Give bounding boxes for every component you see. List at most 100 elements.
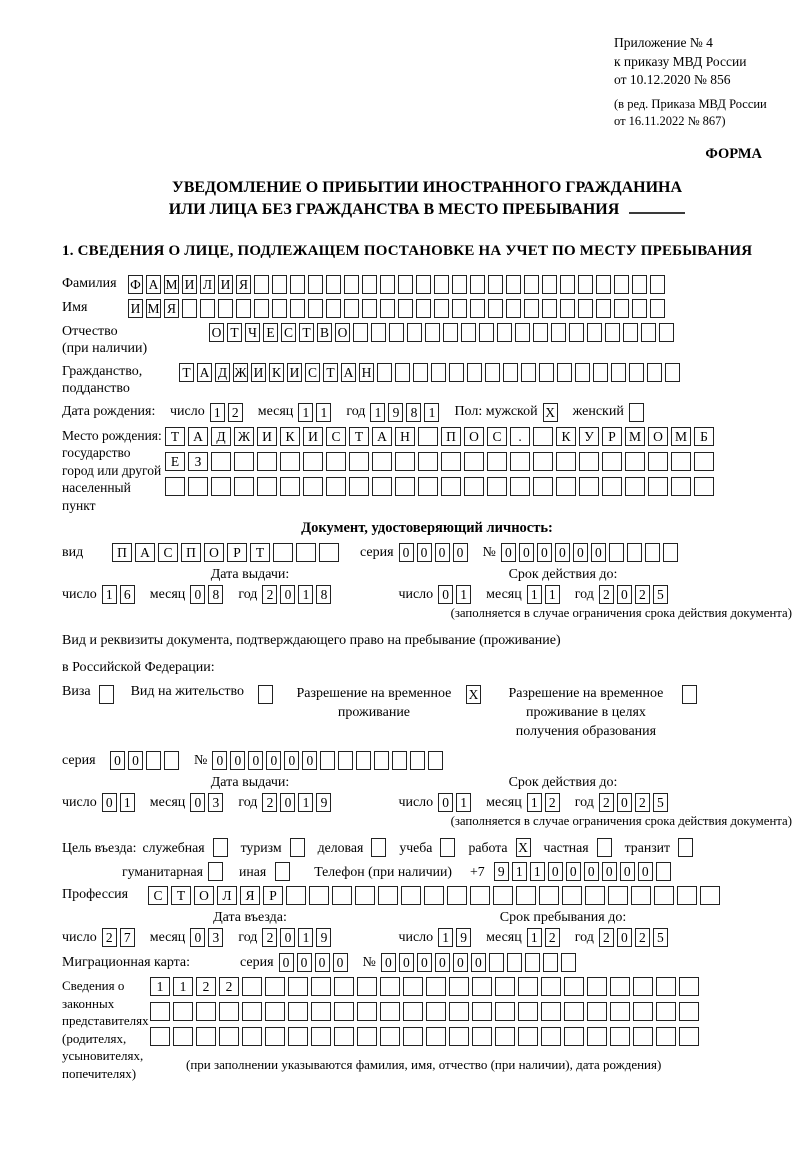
char-cell[interactable] bbox=[564, 1027, 584, 1046]
char-cell[interactable] bbox=[428, 751, 444, 770]
char-cell[interactable] bbox=[488, 953, 504, 972]
char-cell[interactable] bbox=[362, 274, 377, 294]
char-cell[interactable]: М bbox=[164, 274, 179, 294]
char-cell[interactable] bbox=[265, 1027, 285, 1046]
char-cell[interactable] bbox=[495, 1027, 515, 1046]
char-cell[interactable] bbox=[587, 1002, 607, 1021]
char-cell[interactable] bbox=[150, 1002, 170, 1021]
char-cell[interactable] bbox=[650, 298, 665, 318]
char-cell[interactable] bbox=[700, 886, 720, 905]
char-cell[interactable]: 8 bbox=[208, 585, 224, 604]
char-cell[interactable]: 0 bbox=[416, 543, 432, 562]
char-cell[interactable]: 1 bbox=[370, 402, 386, 422]
char-cell[interactable] bbox=[308, 298, 323, 318]
char-cell[interactable]: Т bbox=[349, 426, 369, 446]
char-cell[interactable] bbox=[377, 362, 392, 382]
char-cell[interactable]: 2 bbox=[262, 793, 278, 812]
char-cell[interactable] bbox=[470, 886, 490, 905]
char-cell[interactable]: М bbox=[625, 426, 645, 446]
char-cell[interactable] bbox=[503, 362, 518, 382]
char-cell[interactable]: 0 bbox=[452, 543, 468, 562]
char-cell[interactable] bbox=[418, 476, 438, 496]
char-cell[interactable]: О bbox=[204, 543, 224, 562]
char-cell[interactable] bbox=[479, 322, 494, 342]
char-cell[interactable]: 0 bbox=[590, 543, 606, 562]
char-cell[interactable] bbox=[449, 1027, 469, 1046]
char-cell[interactable]: Ч bbox=[245, 322, 260, 342]
char-cell[interactable]: 0 bbox=[284, 751, 300, 770]
char-cell[interactable]: С bbox=[487, 426, 507, 446]
char-cell[interactable] bbox=[447, 886, 467, 905]
char-cell[interactable] bbox=[389, 322, 404, 342]
char-cell[interactable]: И bbox=[128, 298, 143, 318]
char-cell[interactable]: Т bbox=[323, 362, 338, 382]
char-cell[interactable] bbox=[211, 476, 231, 496]
char-cell[interactable] bbox=[371, 838, 387, 857]
char-cell[interactable] bbox=[344, 274, 359, 294]
char-cell[interactable]: 0 bbox=[601, 862, 617, 881]
char-cell[interactable] bbox=[551, 322, 566, 342]
char-cell[interactable]: И bbox=[251, 362, 266, 382]
char-cell[interactable]: Т bbox=[299, 322, 314, 342]
char-cell[interactable] bbox=[516, 886, 536, 905]
char-cell[interactable]: О bbox=[464, 426, 484, 446]
char-cell[interactable] bbox=[355, 886, 375, 905]
char-cell[interactable]: 1 bbox=[173, 977, 193, 996]
char-cell[interactable] bbox=[541, 1027, 561, 1046]
char-cell[interactable] bbox=[395, 476, 415, 496]
char-cell[interactable]: 2 bbox=[262, 928, 278, 947]
char-cell[interactable] bbox=[362, 298, 377, 318]
char-cell[interactable]: И bbox=[218, 274, 233, 294]
char-cell[interactable] bbox=[533, 322, 548, 342]
char-cell[interactable]: 2 bbox=[544, 928, 560, 947]
char-cell[interactable]: Т bbox=[171, 886, 191, 905]
char-cell[interactable] bbox=[515, 322, 530, 342]
char-cell[interactable]: 9 bbox=[388, 402, 404, 422]
char-cell[interactable]: 9 bbox=[316, 928, 332, 947]
char-cell[interactable] bbox=[443, 322, 458, 342]
char-cell[interactable]: 0 bbox=[280, 793, 296, 812]
char-cell[interactable] bbox=[644, 543, 660, 562]
char-cell[interactable]: 0 bbox=[302, 751, 318, 770]
char-cell[interactable] bbox=[234, 451, 254, 471]
char-cell[interactable] bbox=[212, 838, 228, 857]
char-cell[interactable]: 1 bbox=[456, 585, 472, 604]
char-cell[interactable]: X bbox=[465, 685, 481, 704]
char-cell[interactable]: Т bbox=[227, 322, 242, 342]
char-cell[interactable] bbox=[242, 977, 262, 996]
char-cell[interactable] bbox=[633, 1002, 653, 1021]
char-cell[interactable]: И bbox=[182, 274, 197, 294]
char-cell[interactable] bbox=[506, 274, 521, 294]
char-cell[interactable] bbox=[495, 1002, 515, 1021]
char-cell[interactable] bbox=[372, 476, 392, 496]
char-cell[interactable]: 0 bbox=[280, 928, 296, 947]
char-cell[interactable] bbox=[164, 751, 179, 770]
char-cell[interactable] bbox=[326, 298, 341, 318]
char-cell[interactable] bbox=[560, 274, 575, 294]
char-cell[interactable] bbox=[569, 322, 584, 342]
char-cell[interactable] bbox=[470, 298, 485, 318]
char-cell[interactable] bbox=[495, 977, 515, 996]
char-cell[interactable] bbox=[372, 451, 392, 471]
char-cell[interactable] bbox=[633, 1027, 653, 1046]
char-cell[interactable]: Р bbox=[602, 426, 622, 446]
char-cell[interactable]: У bbox=[579, 426, 599, 446]
char-cell[interactable]: 0 bbox=[398, 543, 414, 562]
char-cell[interactable]: 2 bbox=[634, 585, 650, 604]
char-cell[interactable]: 1 bbox=[529, 862, 545, 881]
char-cell[interactable]: А bbox=[146, 274, 161, 294]
char-cell[interactable] bbox=[472, 977, 492, 996]
char-cell[interactable] bbox=[472, 1027, 492, 1046]
char-cell[interactable]: 0 bbox=[619, 862, 635, 881]
char-cell[interactable] bbox=[280, 476, 300, 496]
char-cell[interactable] bbox=[610, 1002, 630, 1021]
char-cell[interactable] bbox=[188, 476, 208, 496]
char-cell[interactable] bbox=[679, 977, 699, 996]
char-cell[interactable]: 0 bbox=[280, 585, 296, 604]
char-cell[interactable]: О bbox=[335, 322, 350, 342]
char-cell[interactable] bbox=[628, 402, 644, 422]
char-cell[interactable] bbox=[608, 886, 628, 905]
char-cell[interactable]: Е bbox=[263, 322, 278, 342]
char-cell[interactable] bbox=[219, 1027, 239, 1046]
char-cell[interactable] bbox=[289, 838, 305, 857]
